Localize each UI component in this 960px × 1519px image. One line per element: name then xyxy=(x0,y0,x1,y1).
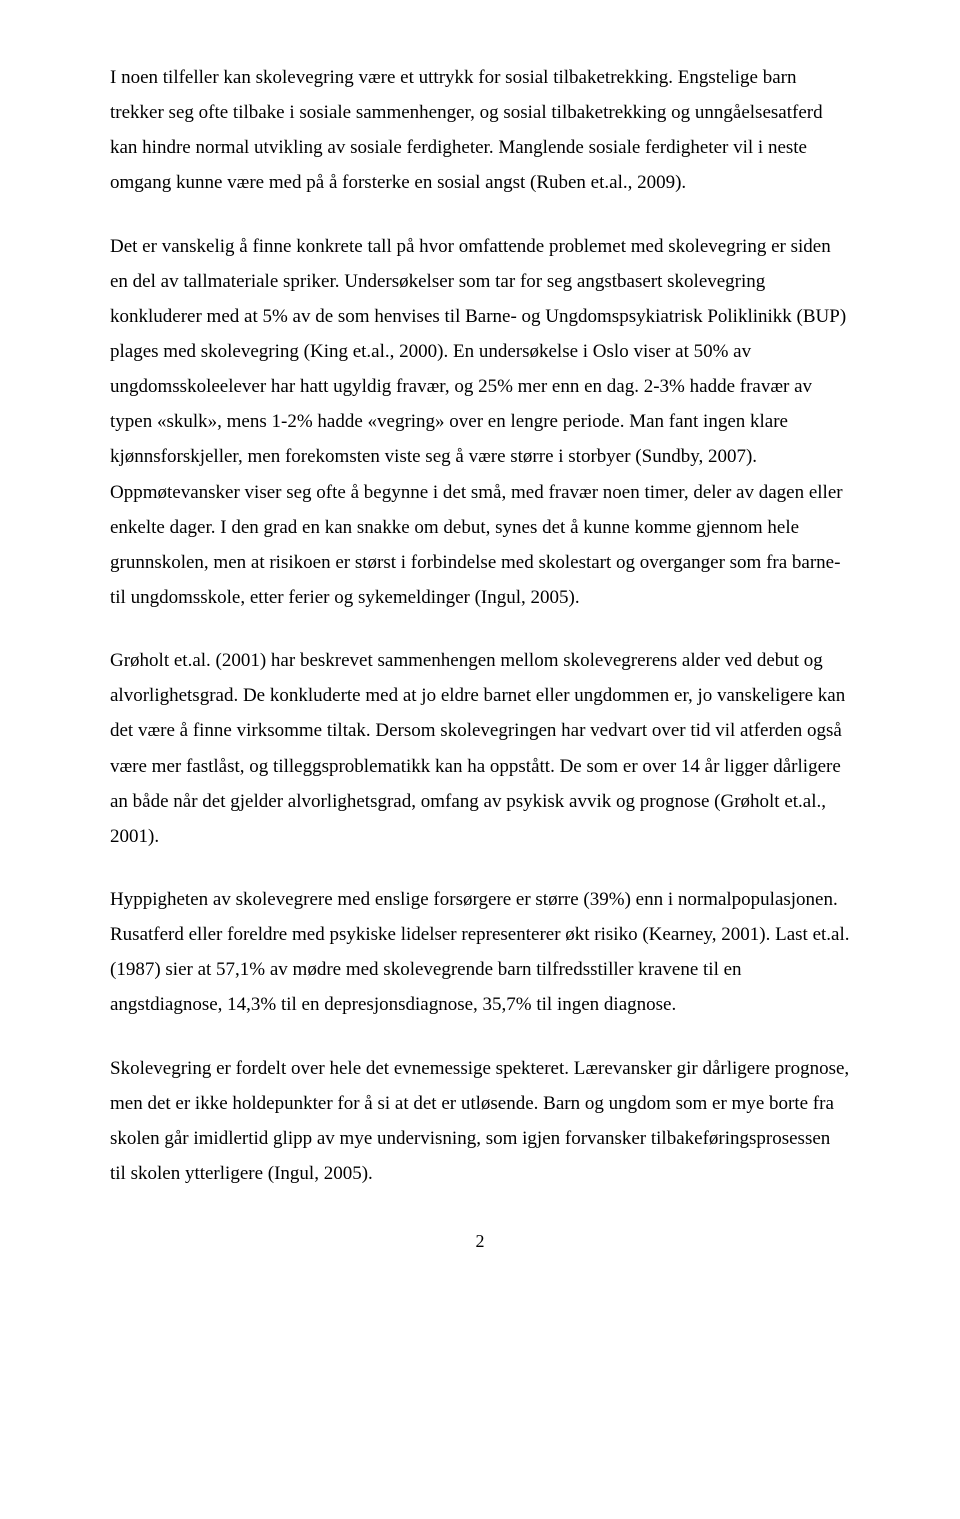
document-page: I noen tilfeller kan skolevegring være e… xyxy=(0,0,960,1292)
paragraph-1: I noen tilfeller kan skolevegring være e… xyxy=(110,60,850,201)
page-number: 2 xyxy=(110,1231,850,1252)
paragraph-4: Hyppigheten av skolevegrere med enslige … xyxy=(110,882,850,1023)
paragraph-3: Grøholt et.al. (2001) har beskrevet samm… xyxy=(110,643,850,854)
paragraph-5: Skolevegring er fordelt over hele det ev… xyxy=(110,1051,850,1192)
paragraph-2: Det er vanskelig å finne konkrete tall p… xyxy=(110,229,850,616)
